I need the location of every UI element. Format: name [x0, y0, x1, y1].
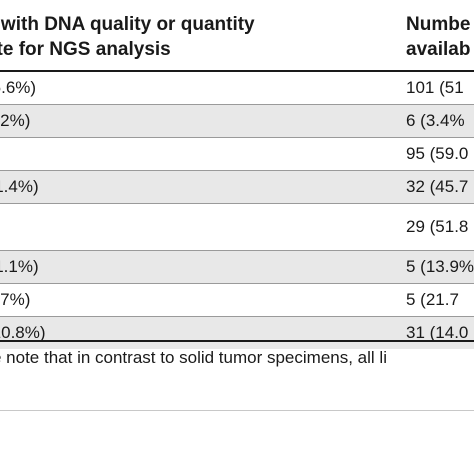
- row-divider: [0, 316, 474, 317]
- table-row: 11.4%) 32 (45.7: [0, 171, 474, 203]
- table-row: 29 (51.8: [0, 204, 474, 250]
- row-divider: [0, 250, 474, 251]
- row-divider: [0, 137, 474, 138]
- cell-adequate: (6.6%): [0, 78, 37, 97]
- row-divider: [0, 203, 474, 204]
- cell-available: 101 (51: [406, 78, 464, 97]
- header-specimens-adequate: pecimens with DNA quality or quantity ad…: [0, 12, 388, 62]
- header-col1-line2: adequate for NGS analysis: [0, 39, 171, 60]
- cell-available: 29 (51.8: [406, 217, 469, 236]
- table-row: 95 (59.0: [0, 138, 474, 170]
- cell-available: 5 (21.7: [406, 290, 459, 309]
- table-bottom-rule: [0, 340, 474, 342]
- cell-adequate: (10.8%): [0, 323, 46, 342]
- table-row: 8.7%) 5 (21.7: [0, 284, 474, 316]
- table-row: 5.2%) 6 (3.4%: [0, 105, 474, 137]
- table-footnote: e note that in contrast to solid tumor s…: [0, 348, 387, 367]
- table-row: (10.8%) 31 (14.0: [0, 317, 474, 349]
- row-divider: [0, 283, 474, 284]
- table-header: pecimens with DNA quality or quantity ad…: [0, 4, 474, 64]
- cell-adequate: 11.1%): [0, 257, 39, 276]
- footnote-divider: [0, 410, 474, 411]
- header-number-available: Numbe availab: [406, 12, 470, 62]
- cell-available: 31 (14.0: [406, 323, 469, 342]
- table-row: (6.6%) 101 (51: [0, 72, 474, 104]
- header-col2-line2: availab: [406, 39, 471, 60]
- row-divider: [0, 170, 474, 171]
- table-row: 11.1%) 5 (13.9%: [0, 251, 474, 283]
- cell-available: 32 (45.7: [406, 177, 469, 196]
- row-divider: [0, 104, 474, 105]
- header-rule: [0, 70, 474, 72]
- header-col1-line1: pecimens with DNA quality or quantity: [0, 14, 255, 35]
- cell-adequate: 5.2%): [0, 111, 31, 130]
- cell-adequate: 8.7%): [0, 290, 31, 309]
- cell-available: 6 (3.4%: [406, 111, 465, 130]
- cell-available: 95 (59.0: [406, 144, 469, 163]
- cell-available: 5 (13.9%: [406, 257, 474, 276]
- cell-adequate: 11.4%): [0, 177, 39, 196]
- header-col2-line1: Numbe: [406, 14, 471, 35]
